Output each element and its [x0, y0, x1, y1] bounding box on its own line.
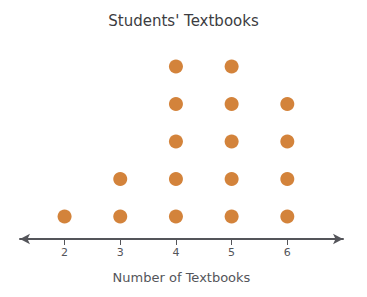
svg-text:6: 6: [284, 246, 291, 259]
svg-text:4: 4: [172, 246, 179, 259]
svg-text:2: 2: [61, 246, 68, 259]
svg-text:Number of Textbooks: Number of Textbooks: [113, 270, 251, 285]
svg-text:Students' Textbooks: Students' Textbooks: [108, 12, 259, 30]
svg-text:5: 5: [228, 246, 235, 259]
svg-text:3: 3: [117, 246, 124, 259]
